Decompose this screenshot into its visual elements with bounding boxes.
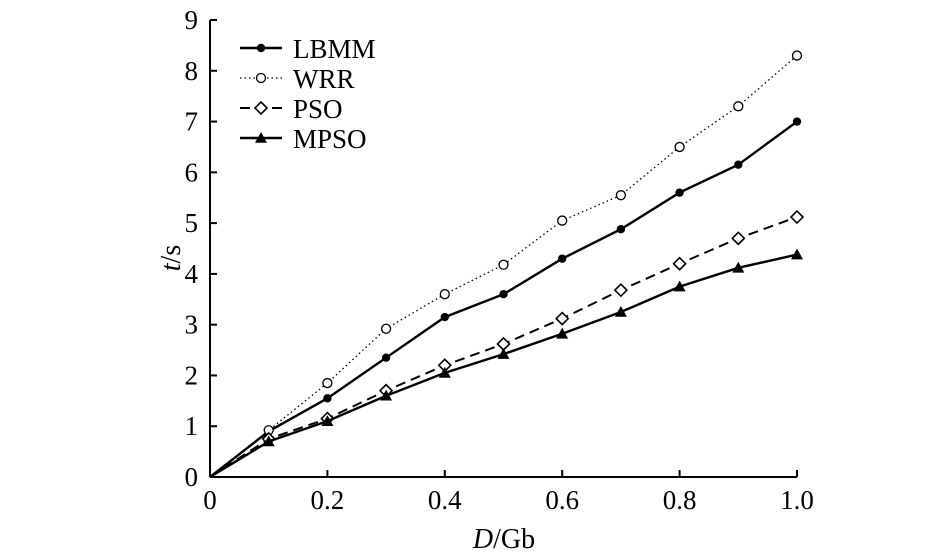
series-mpso	[209, 248, 803, 479]
y-tick-label: 8	[185, 56, 199, 86]
point-lbmm	[499, 290, 508, 299]
point-mpso	[791, 248, 803, 260]
y-tick-label: 3	[185, 310, 199, 340]
point-lbmm	[440, 312, 449, 322]
legend-marker-wrr	[255, 72, 267, 84]
point-lbmm	[558, 254, 567, 263]
legend-label-mpso: MPSO	[293, 124, 367, 154]
point-lbmm	[381, 353, 391, 362]
point-mpso	[614, 305, 627, 317]
x-tick-label: 0.8	[663, 485, 697, 515]
point-wrr	[733, 101, 744, 112]
x-tick-label: 0.6	[545, 485, 579, 515]
y-tick-label: 1	[185, 411, 199, 441]
y-tick-label: 2	[185, 360, 199, 390]
x-axis-title: D/Gb	[472, 524, 535, 555]
point-mpso	[732, 261, 745, 273]
legend-item-wrr: WRR	[240, 64, 355, 94]
point-pso	[555, 311, 570, 326]
legend-item-lbmm: LBMM	[240, 34, 376, 64]
y-tick-label: 5	[185, 208, 199, 238]
point-lbmm	[734, 160, 743, 169]
y-axis-title: t/s	[156, 245, 187, 271]
y-tick-label: 4	[185, 259, 199, 289]
y-tick-label: 7	[185, 107, 199, 137]
point-mpso	[321, 415, 334, 426]
point-wrr	[674, 141, 685, 153]
legend-label-pso: PSO	[293, 94, 343, 124]
legend-label-lbmm: LBMM	[293, 34, 376, 64]
series-layer	[209, 50, 805, 479]
x-tick-label: 0.2	[311, 485, 345, 515]
point-lbmm	[616, 225, 626, 234]
point-lbmm	[792, 117, 802, 126]
point-pso	[672, 256, 687, 271]
legend-label-wrr: WRR	[293, 64, 355, 94]
point-mpso	[497, 348, 510, 359]
point-mpso	[380, 389, 393, 401]
point-wrr	[615, 190, 627, 201]
point-wrr	[557, 215, 568, 226]
y-tick-label: 9	[185, 5, 199, 35]
x-tick-label: 0.4	[428, 485, 462, 515]
legend-item-mpso: MPSO	[240, 124, 367, 154]
axes: 0 1 2 3 4 5 6 7 8 9 0 0.2 0.4 0.6 0.8 1.0	[185, 5, 814, 515]
series-line-lbmm	[209, 120, 798, 478]
x-tick-label: 0	[203, 485, 217, 515]
series-pso	[209, 209, 805, 478]
point-wrr	[439, 289, 450, 300]
point-lbmm	[675, 188, 684, 197]
series-wrr	[209, 50, 803, 478]
legend-marker-lbmm	[256, 43, 266, 53]
point-pso	[789, 209, 805, 225]
x-tick-label: 1.0	[780, 485, 814, 515]
legend-item-pso: PSO	[240, 94, 343, 124]
point-mpso	[556, 327, 569, 339]
point-lbmm	[323, 394, 332, 403]
legend-marker-mpso	[255, 132, 267, 143]
series-line-mpso	[209, 253, 798, 479]
point-wrr	[380, 323, 392, 334]
point-pso	[613, 283, 629, 298]
y-tick-label: 0	[185, 462, 199, 492]
point-mpso	[438, 366, 451, 378]
point-wrr	[791, 50, 803, 61]
series-lbmm	[209, 117, 802, 478]
legend-marker-pso	[253, 100, 269, 116]
point-mpso	[262, 435, 275, 447]
point-wrr	[498, 259, 509, 270]
point-pso	[731, 231, 746, 246]
point-mpso	[673, 280, 686, 292]
y-tick-label: 6	[185, 157, 199, 187]
point-wrr	[322, 377, 333, 389]
